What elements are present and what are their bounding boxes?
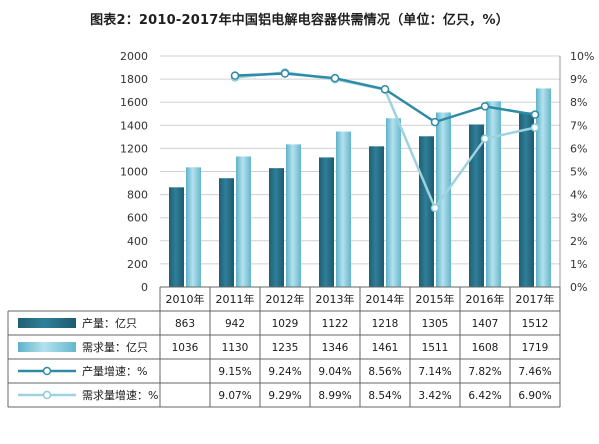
y-right-tick-label: 5% xyxy=(570,166,587,179)
data-label: 6.42% xyxy=(468,390,501,402)
data-label: 1719 xyxy=(522,342,549,354)
y-right-tick-label: 10% xyxy=(570,50,594,63)
demand-growth-point xyxy=(530,123,540,132)
data-label: 1130 xyxy=(222,342,249,354)
bar-production xyxy=(369,146,384,287)
data-label: 7.46% xyxy=(518,366,551,378)
data-label: 1346 xyxy=(322,342,349,354)
y-left-tick-label: 800 xyxy=(127,189,148,202)
bar-production xyxy=(319,157,334,287)
data-label: 6.90% xyxy=(518,390,551,402)
y-left-tick-label: 400 xyxy=(127,235,148,248)
legend-label: 产量增速：% xyxy=(82,364,147,378)
y-right-tick-label: 4% xyxy=(570,189,587,202)
bar-demand xyxy=(286,144,301,287)
data-label: 1122 xyxy=(322,318,349,330)
bar-demand xyxy=(186,167,201,287)
legend-key-demand xyxy=(18,342,76,352)
data-label: 9.07% xyxy=(218,390,251,402)
production-growth-point xyxy=(530,110,540,119)
legend-key-marker xyxy=(42,366,52,376)
data-label: 9.15% xyxy=(218,366,251,378)
chart-title: 图表2：2010-2017年中国铝电解电容器供需情况（单位：亿只，%） xyxy=(90,13,509,28)
data-label: 1235 xyxy=(272,342,299,354)
y-right-tick-label: 8% xyxy=(570,96,587,109)
category-label: 2014年 xyxy=(366,292,405,306)
data-label: 9.04% xyxy=(318,366,351,378)
y-right-tick-label: 6% xyxy=(570,142,587,155)
bar-demand xyxy=(536,88,551,287)
production-growth-point xyxy=(280,69,290,78)
production-growth-point xyxy=(430,117,440,127)
bar-production xyxy=(269,168,284,287)
data-label: 8.56% xyxy=(368,366,401,378)
y-right-tick-label: 2% xyxy=(570,235,587,248)
data-label: 1029 xyxy=(272,318,299,330)
y-left-tick-label: 2000 xyxy=(120,50,148,63)
data-label: 1305 xyxy=(422,318,449,330)
production-growth-point xyxy=(380,85,390,94)
category-label: 2012年 xyxy=(266,292,305,306)
category-label: 2011年 xyxy=(216,292,255,306)
data-label: 1407 xyxy=(472,318,499,330)
data-label: 1512 xyxy=(522,318,549,330)
data-label: 7.14% xyxy=(418,366,451,378)
data-label: 863 xyxy=(175,318,195,330)
production-growth-point xyxy=(330,73,340,83)
legend-label: 产量：亿只 xyxy=(82,316,137,330)
bar-demand xyxy=(236,156,251,287)
bar-production xyxy=(169,187,184,287)
data-label: 8.99% xyxy=(318,390,351,402)
bar-production xyxy=(469,124,484,287)
data-label: 1461 xyxy=(372,342,399,354)
category-label: 2016年 xyxy=(466,292,505,306)
category-label: 2015年 xyxy=(416,292,455,306)
data-label: 7.82% xyxy=(468,366,501,378)
data-label: 1511 xyxy=(422,342,449,354)
production-growth-point xyxy=(480,102,490,111)
bar-production xyxy=(219,178,234,287)
demand-growth-point xyxy=(430,203,440,213)
data-label: 9.29% xyxy=(268,390,301,402)
y-right-tick-label: 7% xyxy=(570,119,587,132)
y-left-tick-label: 1000 xyxy=(120,166,148,179)
y-left-tick-label: 1800 xyxy=(120,73,148,86)
y-right-tick-label: 3% xyxy=(570,212,587,225)
production-growth-point xyxy=(230,71,240,80)
data-label: 942 xyxy=(225,318,245,330)
data-label: 1218 xyxy=(372,318,399,330)
data-label: 1036 xyxy=(172,342,199,354)
legend-key-marker xyxy=(42,390,52,400)
bar-demand xyxy=(436,112,451,288)
bar-demand xyxy=(486,101,501,287)
demand-growth-point xyxy=(480,134,490,143)
legend-key-production xyxy=(18,318,76,328)
data-label: 1608 xyxy=(472,342,499,354)
y-right-tick-label: 1% xyxy=(570,258,587,271)
y-left-tick-label: 1600 xyxy=(120,96,148,109)
y-left-tick-label: 600 xyxy=(127,212,148,225)
y-left-tick-label: 1400 xyxy=(120,119,148,132)
category-label: 2017年 xyxy=(516,292,555,306)
legend-label: 需求量增速：% xyxy=(82,388,158,402)
bar-demand xyxy=(386,118,401,287)
y-left-tick-label: 1200 xyxy=(120,142,148,155)
data-label: 9.24% xyxy=(268,366,301,378)
bar-demand xyxy=(336,131,351,287)
y-left-tick-label: 0 xyxy=(141,281,148,294)
data-label: 3.42% xyxy=(418,390,451,402)
legend-label: 需求量：亿只 xyxy=(82,341,148,354)
category-label: 2013年 xyxy=(316,292,355,306)
y-left-tick-label: 200 xyxy=(127,258,148,271)
bar-production xyxy=(419,136,434,287)
category-label: 2010年 xyxy=(166,292,205,306)
y-right-tick-label: 9% xyxy=(570,73,587,86)
data-label: 8.54% xyxy=(368,390,401,402)
y-right-tick-label: 0% xyxy=(570,281,587,294)
bar-production xyxy=(519,112,534,287)
